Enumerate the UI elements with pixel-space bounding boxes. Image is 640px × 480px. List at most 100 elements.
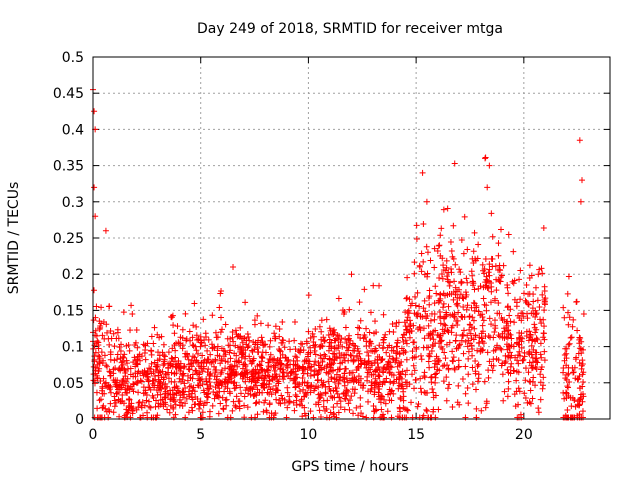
data-point [403,340,410,347]
data-point [347,337,354,344]
data-point [172,401,179,408]
data-point [292,371,299,378]
data-point [469,314,476,321]
data-point [413,235,420,242]
data-point [492,322,499,329]
data-point [114,384,121,391]
data-point [409,354,416,361]
data-point [406,334,413,341]
data-point [475,361,482,368]
data-point [230,263,237,270]
data-point [271,367,278,374]
data-point [386,328,393,335]
data-point [137,357,144,364]
data-point [285,372,292,379]
data-point [526,275,533,282]
data-point [212,384,219,391]
data-point [436,275,443,282]
data-point [493,287,500,294]
data-point [404,294,411,301]
data-point [165,375,172,382]
data-point [382,331,389,338]
data-point [131,341,138,348]
data-point [491,297,498,304]
data-point [158,385,165,392]
data-point [351,347,358,354]
data-point [505,330,512,337]
data-point [520,356,527,363]
data-point [202,342,209,349]
data-point [485,333,492,340]
data-point [254,362,261,369]
data-point [321,337,328,344]
data-point [130,373,137,380]
data-point [278,361,285,368]
data-point [203,391,210,398]
data-point [304,370,311,377]
data-point [217,400,224,407]
data-point [262,372,269,379]
data-point [125,407,132,414]
data-point [343,340,350,347]
data-point [489,256,496,263]
data-point [98,304,105,311]
data-point [266,343,273,350]
data-point [203,360,210,367]
data-point [302,366,309,373]
data-point [480,267,487,274]
y-tick-label: 0.2 [62,267,84,283]
data-point [286,393,293,400]
data-point [317,352,324,359]
data-point [202,330,209,337]
data-point [198,414,205,421]
data-point [237,348,244,355]
data-point [247,357,254,364]
data-point [565,341,572,348]
data-point [528,342,535,349]
data-point [471,229,478,236]
data-point [242,378,249,385]
data-point [561,314,568,321]
data-point [106,384,113,391]
data-point [329,328,336,335]
data-point [311,347,318,354]
data-point [578,391,585,398]
data-point [267,351,274,358]
data-point [275,387,282,394]
data-point [111,397,118,404]
data-point [207,370,214,377]
data-point [486,315,493,322]
data-point [111,343,118,350]
data-point [503,319,510,326]
data-point [251,317,258,324]
data-point [450,255,457,262]
data-point [397,396,404,403]
data-point [275,378,282,385]
data-point [561,352,568,359]
data-point [209,312,216,319]
data-point [162,370,169,377]
data-point [560,304,567,311]
data-point [319,358,326,365]
data-point [564,309,571,316]
data-point [480,295,487,302]
data-point [439,275,446,282]
data-point [512,403,519,410]
data-point [420,325,427,332]
data-point [468,335,475,342]
data-point [211,344,218,351]
data-point [273,359,280,366]
data-point [516,334,523,341]
data-point [412,377,419,384]
data-point [454,317,461,324]
data-point [363,338,370,345]
data-point [96,353,103,360]
data-point [281,373,288,380]
data-point [309,330,316,337]
data-point [333,355,340,362]
data-point [254,386,261,393]
data-point [297,347,304,354]
data-point [164,390,171,397]
data-point [576,334,583,341]
data-point [200,316,207,323]
